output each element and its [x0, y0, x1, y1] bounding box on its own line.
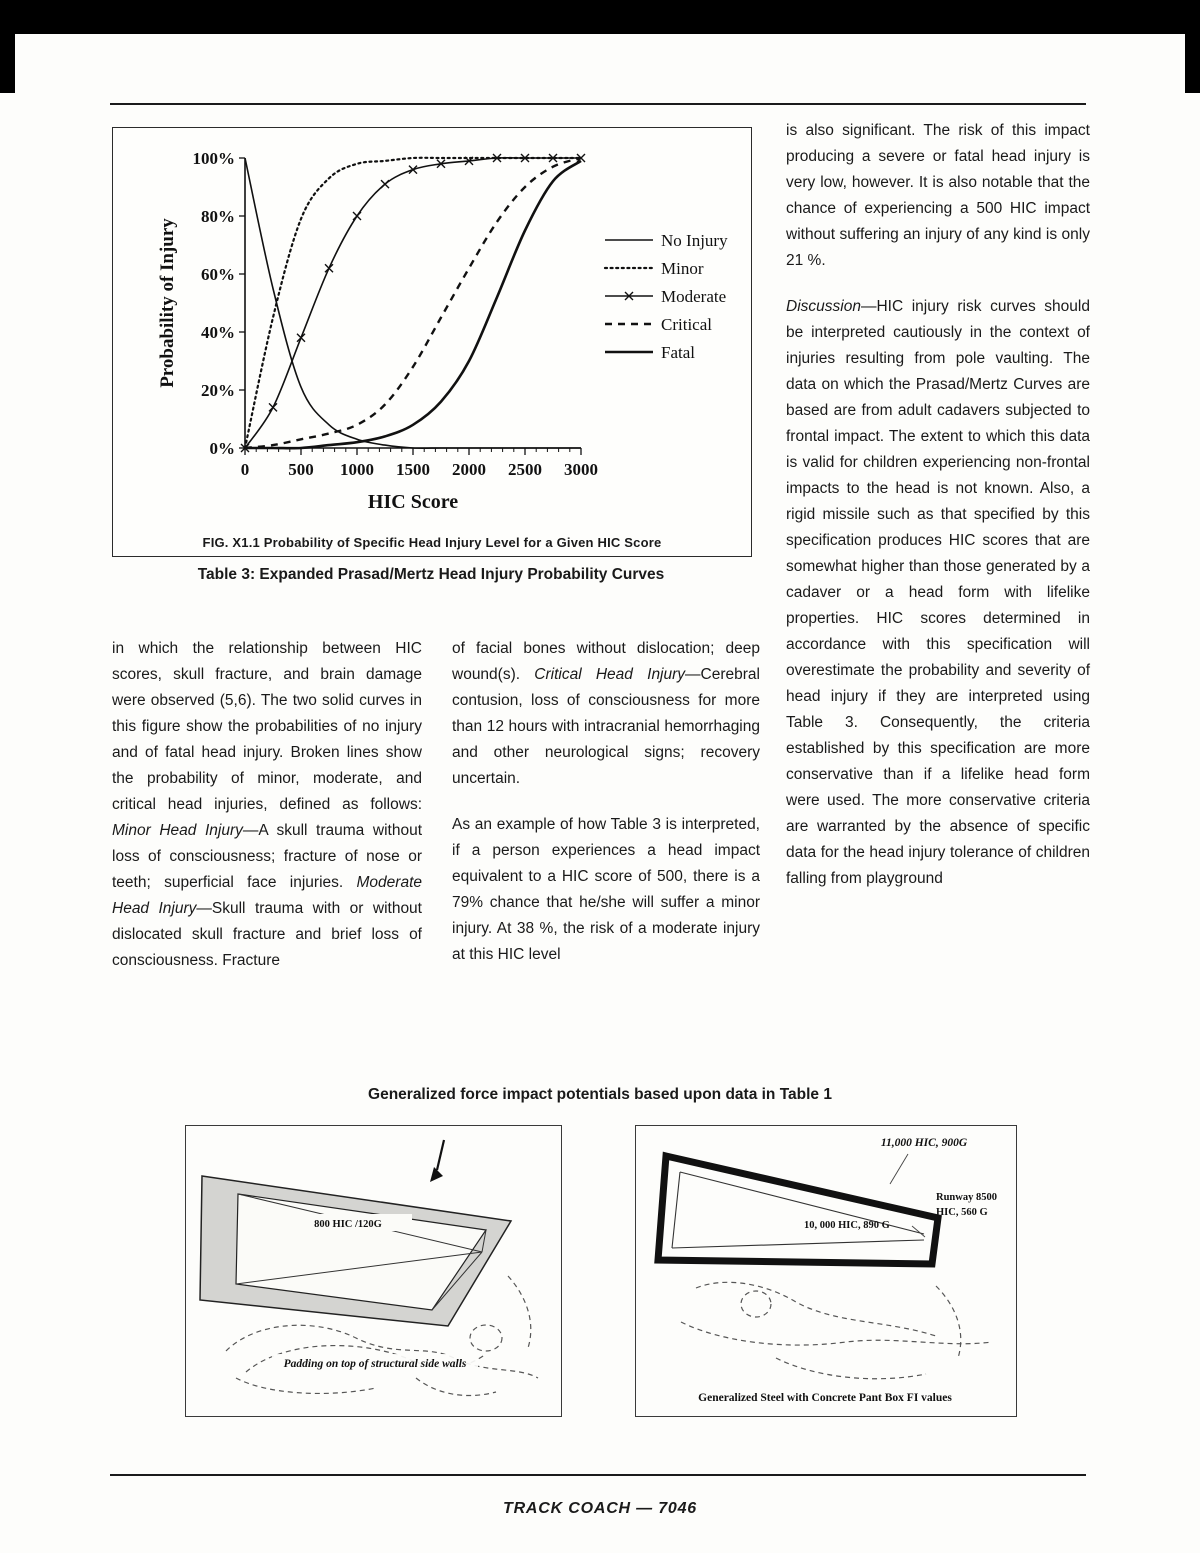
legend-x-marker [624, 291, 634, 301]
x-axis-label: HIC Score [368, 491, 458, 513]
runway-label-line1: Runway 8500 [936, 1192, 997, 1203]
runway-label-line2: HIC, 560 G [936, 1207, 988, 1218]
series-critical [244, 156, 582, 450]
figure-caption: FIG. X1.1 Probability of Specific Head I… [202, 535, 662, 550]
hic-top-label: 11,000 HIC, 900G [881, 1137, 968, 1149]
text-column-middle: of facial bones without dislocation; dee… [452, 636, 760, 988]
label-backing [284, 1214, 412, 1231]
x-tick-label: 0 [241, 460, 250, 479]
paragraph: Discussion—HIC injury risk curves should… [786, 298, 1090, 887]
scan-edge-right [1185, 0, 1200, 93]
y-axis-label: Probability of Injury [157, 218, 178, 388]
box-floor-edge [671, 1239, 925, 1249]
text-column-right: is also significant. The risk of this im… [786, 118, 1090, 912]
table3-caption: Table 3: Expanded Prasad/Mertz Head Inju… [197, 566, 665, 583]
steel-box-drawing: 11,000 HIC, 900G Runway 8500 HIC, 560 G … [654, 1137, 997, 1406]
caption-backing [694, 1388, 956, 1406]
padded-box-caption: Padding on top of structural side walls [284, 1358, 467, 1370]
arrow-icon [435, 1139, 446, 1171]
box-end-edge [481, 1229, 487, 1253]
x-tick-label: 3000 [564, 460, 598, 479]
legend-label: Fatal [661, 343, 695, 362]
leader-line [889, 1153, 909, 1185]
diagram-steel-box: 11,000 HIC, 900G Runway 8500 HIC, 560 G … [635, 1125, 1017, 1417]
arrow-head-icon [430, 1167, 443, 1182]
paragraph: in which the relationship between HIC sc… [112, 640, 422, 969]
figure-hic-chart: 0% 20% 40% 60% 80% 100% 0 500 1000 1500 2000 2500 30… [112, 127, 752, 557]
text-column-left: in which the relationship between HIC sc… [112, 636, 422, 994]
box-floor-edge [679, 1171, 925, 1235]
x-tick-label: 2500 [508, 460, 542, 479]
y-tick-label: 20% [201, 381, 235, 400]
legend-label: Critical [661, 315, 712, 334]
y-tick-label: 100% [193, 149, 236, 168]
y-tick-label: 40% [201, 323, 235, 342]
x-tick-label: 500 [288, 460, 314, 479]
padded-box-drawing: 800 HIC /120G Padding on top of structur… [199, 1139, 539, 1397]
hic-probability-chart: 0% 20% 40% 60% 80% 100% 0 500 1000 1500 2000 2500 30… [157, 149, 728, 513]
bottom-rule [110, 1474, 1086, 1476]
scan-edge-top [0, 0, 1200, 34]
series-fatal [244, 159, 582, 450]
steel-box-caption: Generalized Steel with Concrete Pant Box… [698, 1392, 952, 1404]
leader-line [911, 1225, 926, 1238]
legend-label: Moderate [661, 287, 726, 306]
paragraph: is also significant. The risk of this im… [786, 122, 1090, 269]
box-floor-edge [235, 1251, 483, 1285]
series-moderate-markers [240, 153, 586, 453]
y-tick-label: 60% [201, 265, 235, 284]
x-tick-label: 2000 [452, 460, 486, 479]
hic-mid-label: 10, 000 HIC, 890 G [804, 1220, 890, 1231]
vaulter-outline [680, 1281, 993, 1380]
page-footer: TRACK COACH — 7046 [503, 1500, 697, 1517]
legend-label: No Injury [661, 231, 728, 250]
series-moderate [244, 156, 581, 449]
top-rule [110, 103, 1086, 105]
y-tick-label: 0% [210, 439, 236, 458]
x-tick-label: 1000 [340, 460, 374, 479]
x-tick-label: 1500 [396, 460, 430, 479]
hic-value-label: 800 HIC /120G [314, 1219, 382, 1230]
box-end-edge [431, 1251, 483, 1311]
legend-label: Minor [661, 259, 704, 278]
diagram-padded-box: 800 HIC /120G Padding on top of structur… [185, 1125, 562, 1417]
caption-backing [272, 1354, 478, 1372]
chart-axes [244, 158, 581, 449]
diagrams-heading: Generalized force impact potentials base… [368, 1086, 832, 1103]
series-no-injury [244, 157, 581, 450]
scan-edge-left [0, 0, 15, 93]
series-minor [243, 156, 583, 450]
box-back-edge [671, 1171, 681, 1249]
steel-box-wall [654, 1151, 942, 1268]
paragraph: As an example of how Table 3 is interpre… [452, 816, 760, 963]
y-tick-label: 80% [201, 207, 235, 226]
paragraph: of facial bones without dislocation; dee… [452, 640, 760, 787]
